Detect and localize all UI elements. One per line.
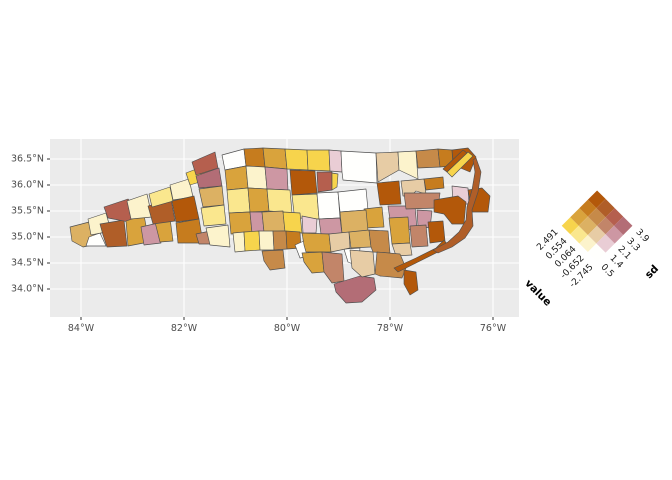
county-polygon (388, 216, 411, 245)
x-axis-tick-label: 84°W (67, 323, 95, 334)
county-polygon (368, 229, 391, 254)
county-polygon (349, 249, 376, 278)
county-polygon (337, 188, 369, 213)
county-polygon (245, 165, 268, 190)
county-polygon (261, 249, 286, 271)
county-polygon (99, 219, 128, 248)
county-polygon (226, 187, 251, 214)
x-axis-tick-label: 76°W (479, 323, 507, 334)
county-polygon (289, 169, 318, 196)
county-polygon (403, 269, 419, 296)
county-polygon (423, 176, 445, 191)
county-polygon (415, 148, 441, 169)
county-polygon (243, 147, 266, 168)
county-polygon (284, 148, 309, 171)
y-axis-tick-label: 36.0°N (10, 179, 44, 191)
county-polygon (243, 230, 261, 252)
county-polygon (301, 232, 332, 253)
county-polygon (442, 149, 468, 173)
county-polygon (249, 211, 265, 234)
y-axis-tick-label: 35.5°N (10, 205, 44, 217)
county-polygon (340, 150, 378, 184)
county-polygon (391, 242, 413, 257)
county-polygon (264, 166, 289, 191)
county-polygon (198, 185, 225, 208)
county-polygon (301, 215, 318, 234)
county-polygon (282, 211, 303, 234)
county-polygon (376, 180, 402, 206)
county-polygon (397, 150, 419, 180)
county-polygon (224, 165, 249, 191)
county-polygon (316, 191, 341, 220)
county-polygon (262, 147, 288, 170)
county-polygon (331, 172, 339, 191)
county-polygon (266, 188, 293, 214)
county-polygon (258, 230, 275, 251)
county-polygon (171, 195, 200, 223)
county-polygon (140, 222, 162, 246)
county-polygon (205, 224, 231, 248)
county-polygon (261, 210, 286, 233)
county-polygon (427, 220, 446, 244)
y-axis-tick-label: 35.0°N (10, 231, 44, 243)
county-polygon (272, 230, 288, 251)
county-polygon (232, 231, 246, 253)
y-axis-tick-label: 34.0°N (10, 283, 44, 295)
x-axis-tick-label: 82°W (170, 323, 198, 334)
county-polygon (316, 171, 333, 193)
county-polygon (409, 224, 429, 248)
x-axis-tick-label: 80°W (273, 323, 301, 334)
county-polygon (433, 195, 467, 225)
y-axis-tick-label: 36.5°N (10, 153, 44, 165)
county-polygon (228, 211, 253, 235)
county-polygon (200, 204, 227, 227)
y-axis-tick-label: 34.5°N (10, 257, 44, 269)
county-polygon (318, 217, 343, 235)
county-polygon (339, 209, 369, 234)
county-polygon (321, 251, 345, 284)
county-polygon (306, 149, 331, 172)
county-polygon (247, 187, 270, 213)
county-polygon (328, 149, 343, 173)
county-polygon (348, 229, 372, 249)
x-axis-tick-label: 78°W (376, 323, 404, 334)
county-polygon (301, 251, 325, 274)
county-polygon (328, 231, 351, 253)
county-polygon (191, 151, 219, 176)
county-polygon (432, 157, 482, 254)
